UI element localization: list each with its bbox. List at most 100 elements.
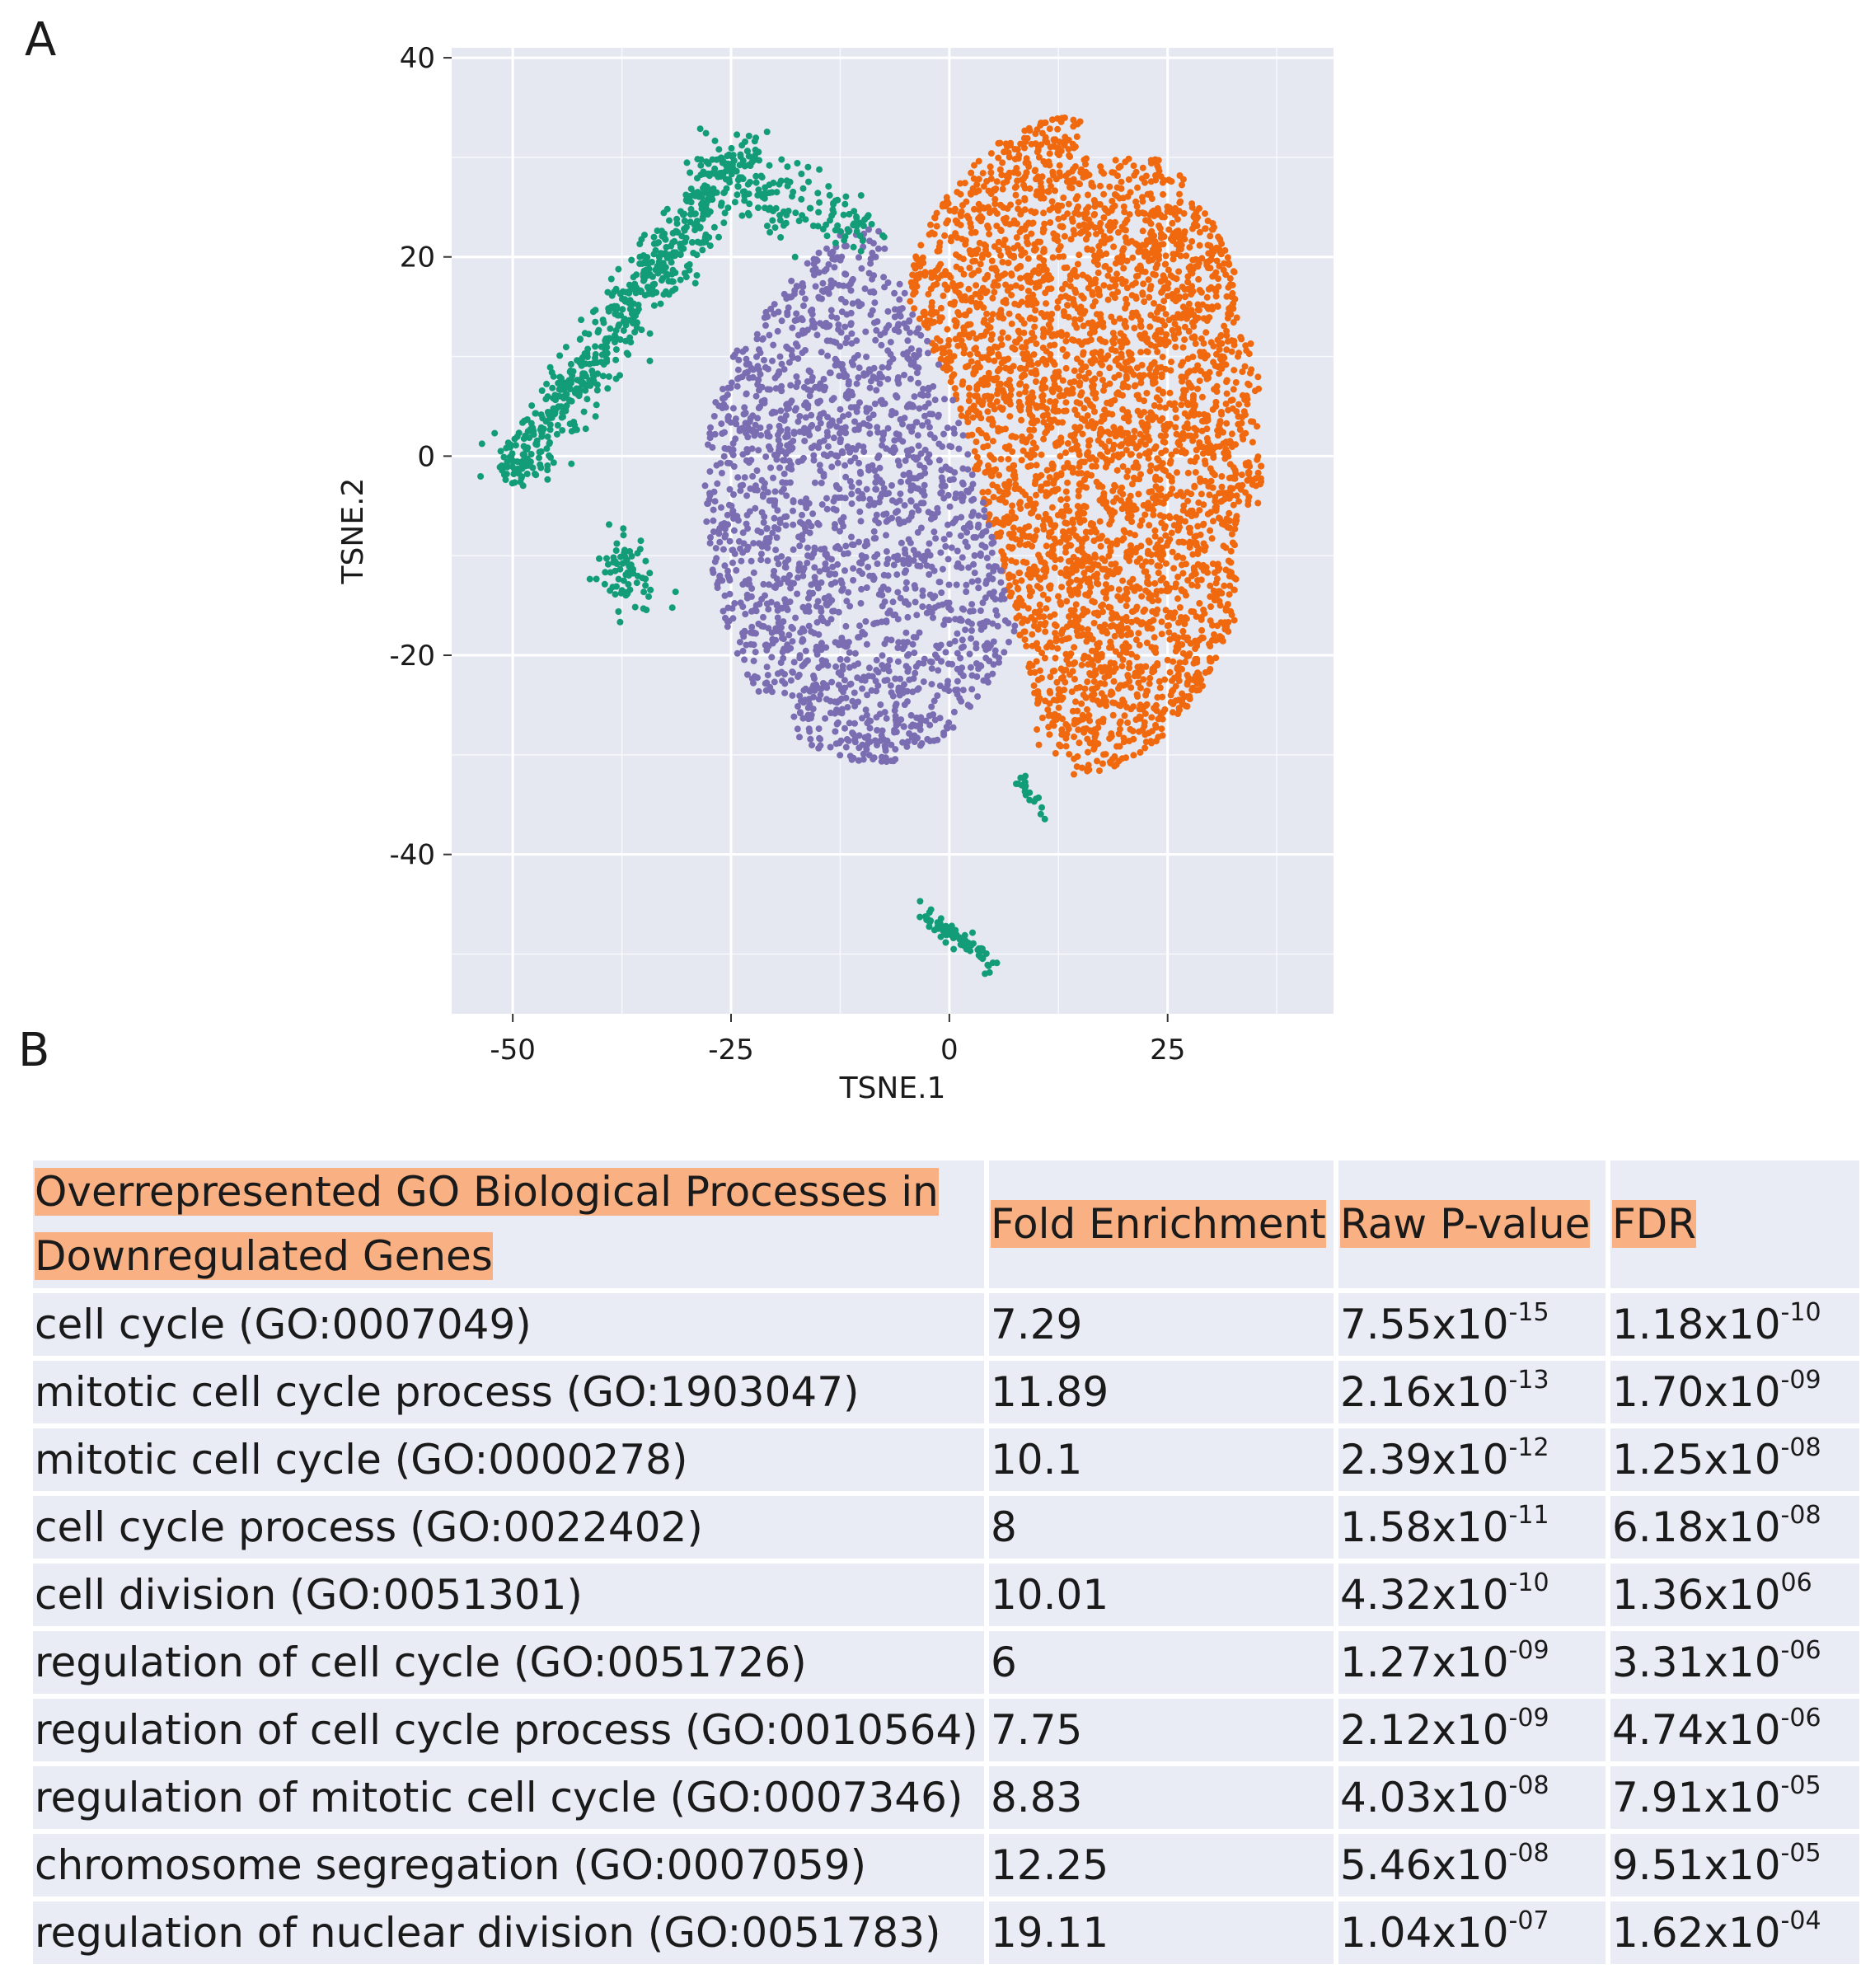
data-point — [1156, 512, 1164, 519]
data-point — [1231, 367, 1238, 374]
data-point — [866, 384, 874, 392]
data-point — [1039, 277, 1047, 284]
data-point — [812, 283, 819, 290]
data-point — [1181, 336, 1188, 344]
data-point — [1033, 658, 1040, 665]
data-point — [1080, 349, 1087, 356]
data-point — [880, 274, 888, 281]
data-point — [1099, 483, 1106, 490]
data-point — [1224, 449, 1231, 457]
data-point — [1043, 361, 1050, 368]
data-point — [827, 307, 835, 314]
data-point — [1051, 416, 1058, 424]
data-point — [1050, 331, 1057, 338]
data-point — [1141, 298, 1148, 306]
data-point — [1027, 279, 1034, 286]
data-point — [1123, 613, 1130, 621]
data-point — [1121, 321, 1128, 328]
data-point — [1206, 491, 1213, 499]
data-point — [850, 754, 857, 762]
data-point — [972, 368, 979, 375]
data-point — [720, 520, 728, 527]
data-point — [991, 288, 998, 296]
data-point — [1128, 518, 1136, 525]
data-point — [845, 411, 852, 419]
data-point — [1042, 289, 1049, 297]
data-point — [1231, 574, 1238, 582]
data-point — [1038, 183, 1045, 190]
data-point — [706, 468, 714, 476]
data-point — [1081, 725, 1088, 733]
data-point — [742, 611, 749, 617]
data-point — [1057, 223, 1064, 230]
data-point — [980, 304, 987, 312]
data-point — [1233, 513, 1240, 520]
data-point — [1084, 626, 1091, 633]
data-point — [1156, 396, 1163, 404]
data-point — [983, 555, 991, 561]
data-point — [1070, 526, 1077, 533]
data-point — [987, 335, 995, 343]
data-point — [1170, 274, 1177, 281]
data-point — [1210, 518, 1216, 525]
data-point — [1126, 579, 1133, 586]
data-point — [1217, 332, 1225, 340]
data-point — [1170, 632, 1178, 640]
data-point — [1066, 184, 1073, 191]
data-point — [1099, 760, 1106, 767]
data-point — [743, 492, 751, 499]
data-point — [1050, 230, 1057, 237]
data-point — [1257, 481, 1263, 488]
data-point — [1010, 245, 1018, 252]
data-point — [1055, 704, 1062, 711]
data-point — [970, 175, 977, 182]
data-point — [1219, 490, 1226, 497]
data-point — [1215, 514, 1222, 522]
data-point — [1004, 205, 1011, 212]
data-point — [1109, 711, 1117, 719]
data-point — [1099, 377, 1106, 384]
data-point — [1157, 492, 1165, 499]
data-point — [1230, 268, 1237, 275]
data-point — [1063, 178, 1071, 185]
data-point — [1057, 496, 1065, 504]
data-point — [952, 687, 959, 694]
data-point — [1034, 583, 1041, 590]
data-point — [941, 232, 949, 239]
data-point — [1165, 226, 1173, 233]
data-point — [1025, 361, 1033, 368]
data-point — [981, 241, 988, 248]
data-point — [1044, 480, 1052, 487]
data-point — [1084, 678, 1091, 686]
data-point — [954, 234, 961, 241]
data-point — [1144, 578, 1151, 585]
data-point — [1127, 189, 1134, 196]
data-point — [1020, 447, 1027, 454]
data-point — [1006, 310, 1013, 317]
data-point — [1226, 261, 1233, 268]
data-point — [1000, 180, 1007, 187]
data-point — [1097, 664, 1104, 671]
data-point — [1018, 457, 1025, 464]
data-point — [1024, 134, 1031, 142]
data-point — [1021, 636, 1029, 644]
data-point — [1020, 329, 1028, 336]
data-point — [898, 478, 904, 485]
data-point — [1113, 541, 1120, 548]
data-point — [1046, 125, 1053, 133]
data-point — [1044, 706, 1052, 714]
data-point — [1190, 411, 1198, 419]
data-point — [1082, 504, 1090, 511]
data-point — [963, 198, 970, 205]
data-point — [1057, 172, 1064, 180]
data-point — [1207, 339, 1215, 346]
data-point — [1118, 354, 1125, 361]
data-point — [1033, 527, 1040, 534]
data-point — [864, 421, 871, 429]
data-point — [1056, 386, 1063, 393]
data-point — [1202, 354, 1208, 362]
data-point — [1226, 305, 1233, 312]
data-point — [1143, 621, 1151, 628]
data-point — [1081, 685, 1089, 692]
data-point — [927, 221, 934, 228]
